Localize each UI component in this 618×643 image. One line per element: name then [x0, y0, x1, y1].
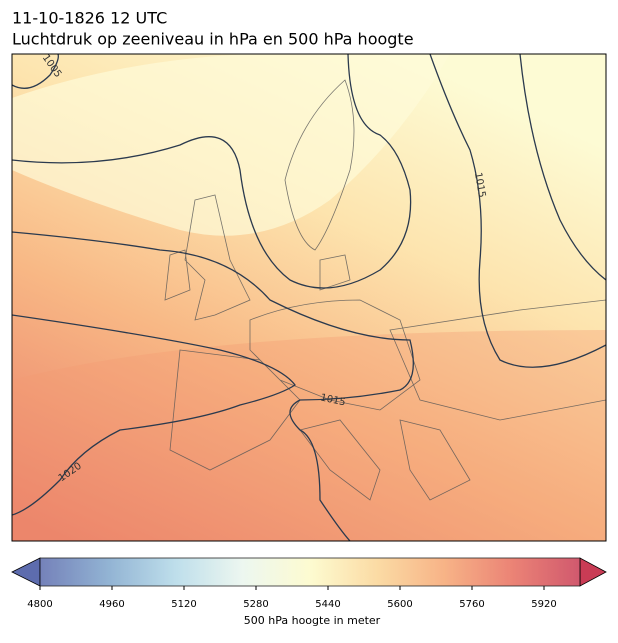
colorbar-extend — [11, 557, 41, 587]
contour-label: 1015 — [319, 392, 346, 408]
colorbar-bar — [39, 557, 581, 587]
map-frame — [11, 53, 607, 542]
isobar — [12, 231, 414, 541]
isobar — [12, 54, 412, 289]
title-line: Luchtdruk op zeeniveau in hPa en 500 hPa… — [12, 30, 414, 49]
isobar — [519, 54, 606, 281]
colorbar-tick-label: 4960 — [99, 599, 124, 610]
isobar — [12, 314, 296, 516]
colorbar-label: 500 hPa hoogte in meter — [244, 614, 381, 627]
coastline — [164, 79, 606, 501]
isobar — [12, 54, 59, 89]
colorbar-tick-label: 5920 — [531, 599, 556, 610]
colorbar-tick-label: 5120 — [171, 599, 196, 610]
map — [12, 54, 606, 541]
title-line: 11-10-1826 12 UTC — [12, 9, 167, 28]
colorbar-tick-label: 5760 — [459, 599, 484, 610]
colorbar-tick-label: 5440 — [315, 599, 340, 610]
colorbar-extend — [579, 557, 607, 587]
colorbar-tick-label: 4800 — [27, 599, 52, 610]
isobar — [429, 54, 606, 368]
colorbar-tick-label: 5600 — [387, 599, 412, 610]
contour-label: 1015 — [472, 172, 487, 199]
colorbar: 4800 4960 5120 5280 5440 5600 5760 5920 500 hPa … — [11, 557, 607, 627]
field-band — [12, 54, 450, 236]
field-band — [12, 330, 606, 541]
colorbar-tick-label: 5280 — [243, 599, 268, 610]
